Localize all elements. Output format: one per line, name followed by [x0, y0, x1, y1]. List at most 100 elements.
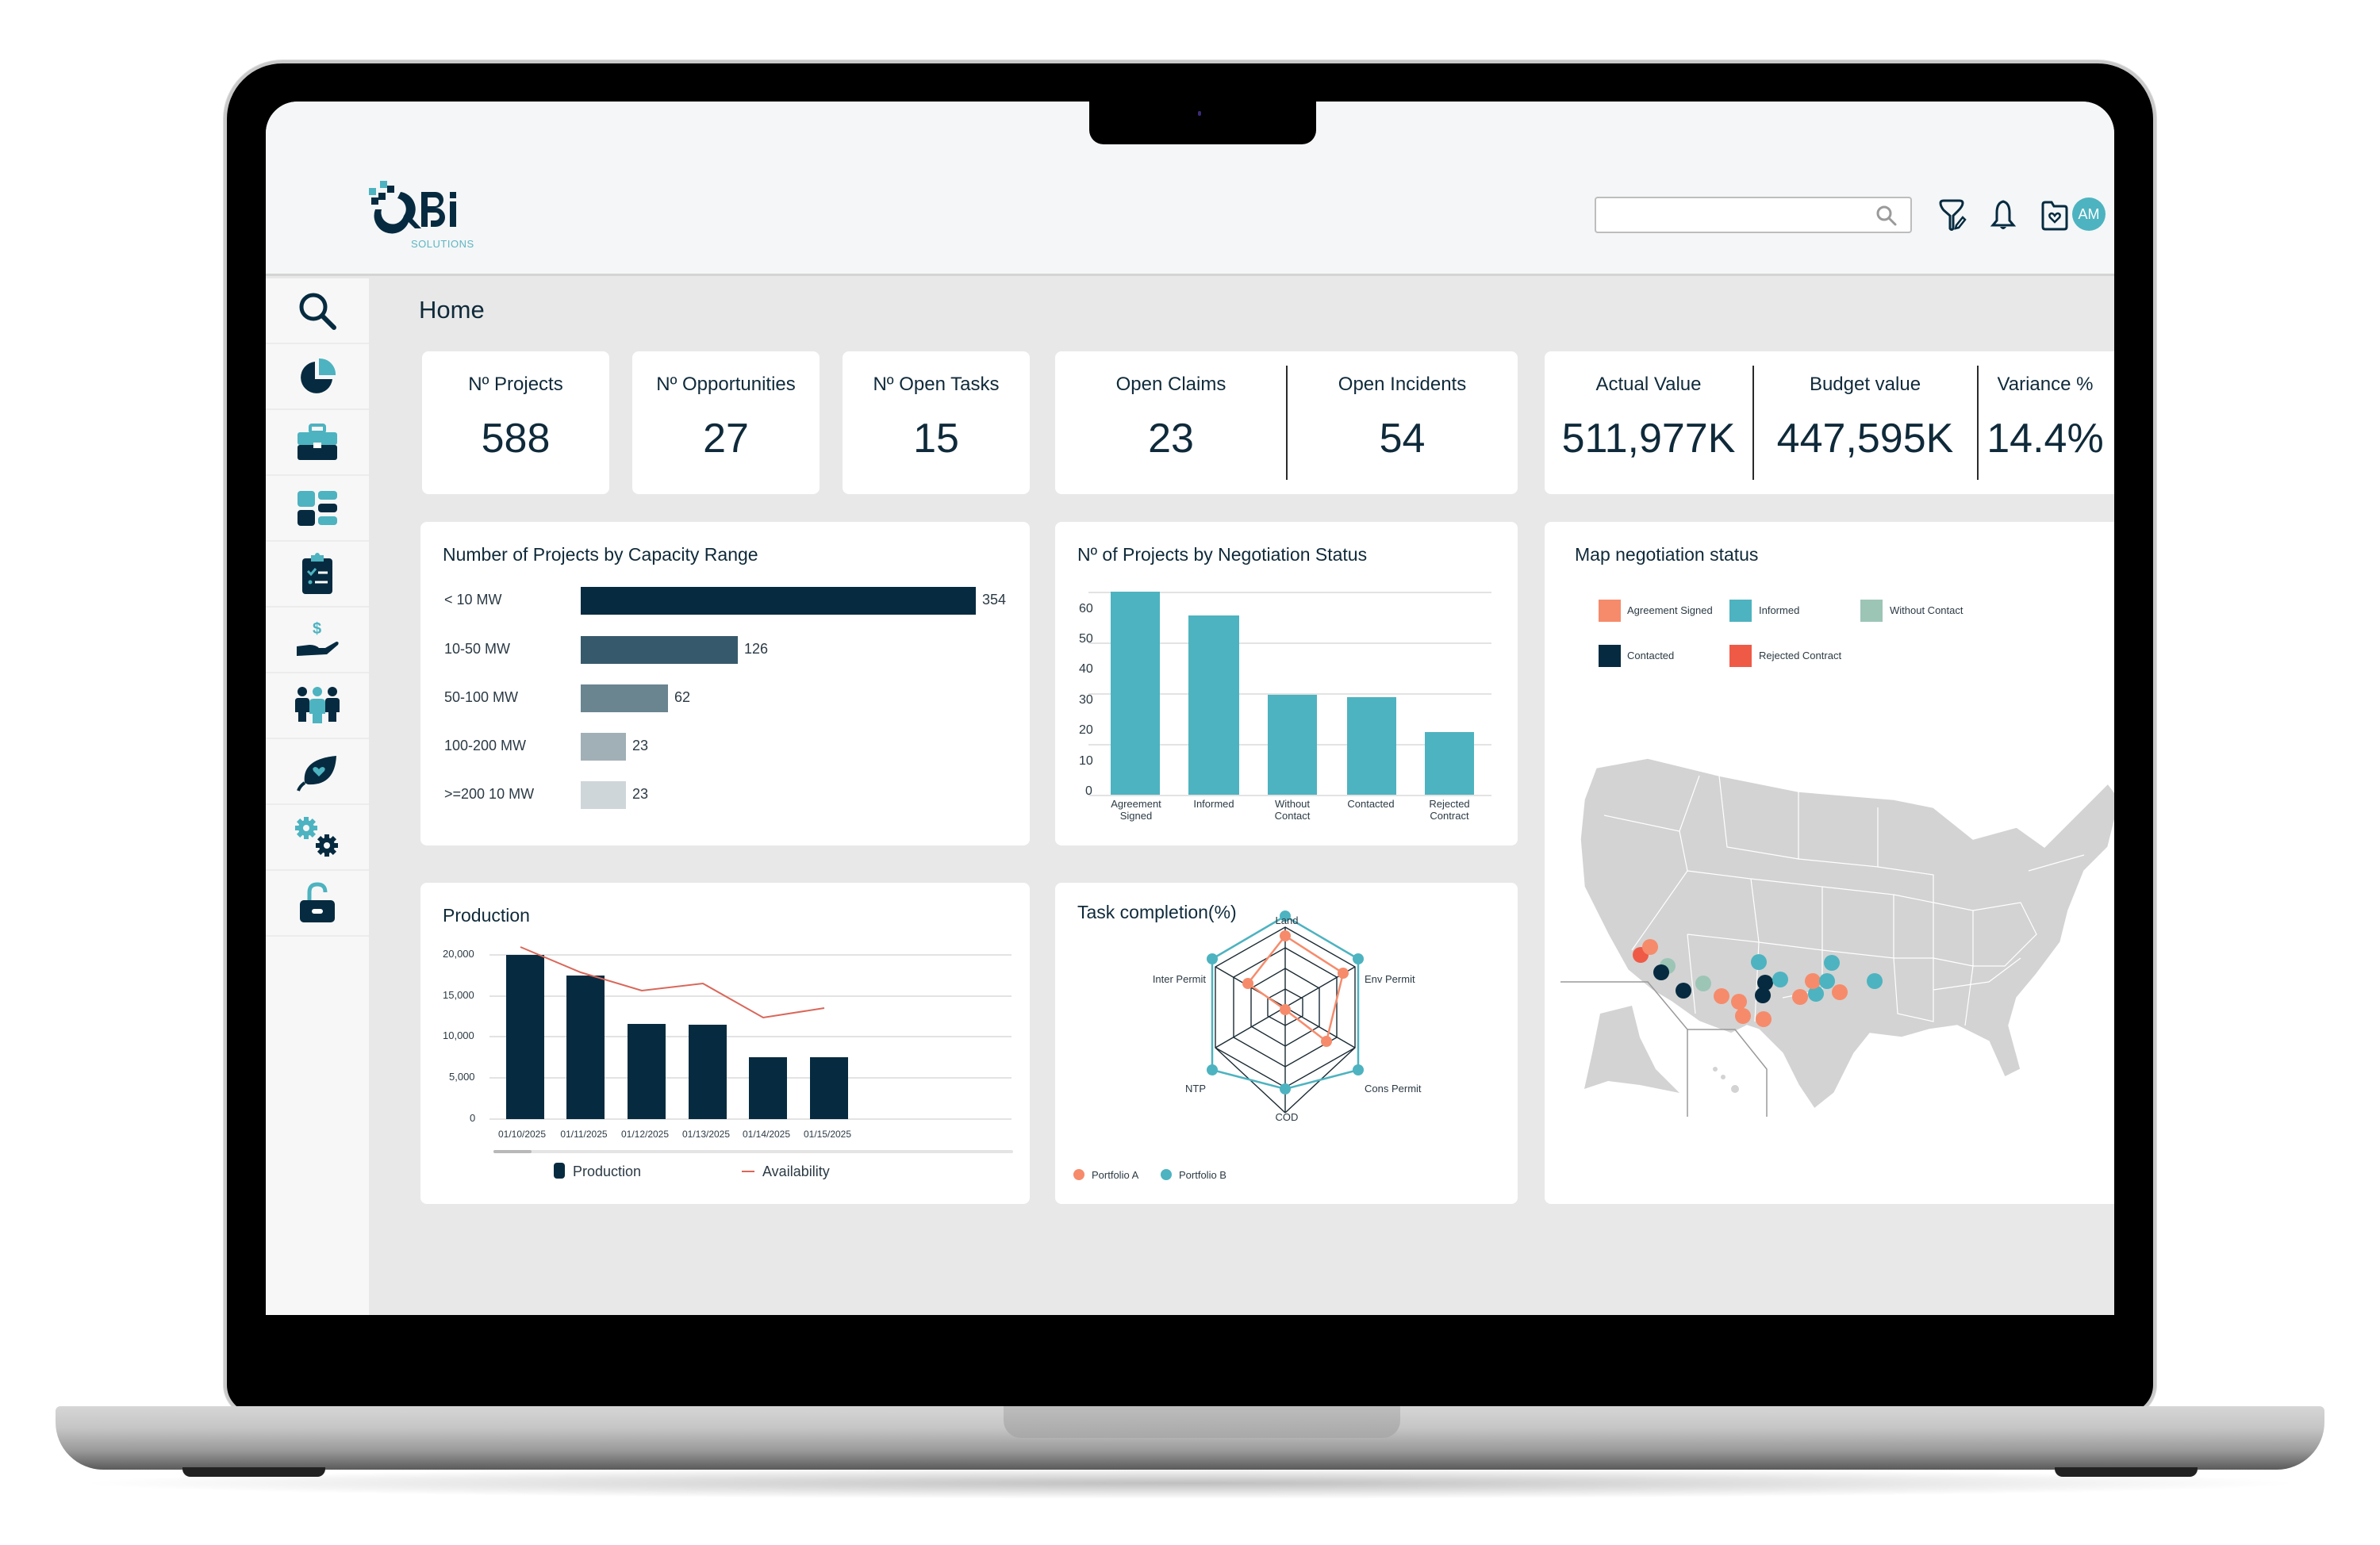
kpi-budget-value[interactable]: Budget value 447,595K — [1753, 351, 1977, 494]
bar[interactable] — [506, 955, 544, 1119]
kpi-open-incidents[interactable]: Open Incidents 54 — [1287, 351, 1518, 494]
x-label: Without Contact — [1274, 798, 1311, 822]
bar[interactable] — [1188, 615, 1239, 795]
legend-swatch — [1860, 600, 1883, 622]
y-tick: 15,000 — [443, 989, 474, 1001]
radar-axis-label: Land — [1275, 914, 1299, 926]
legend-label: Availability — [762, 1164, 830, 1179]
qbi-logo-mark — [369, 181, 456, 234]
bar[interactable] — [1347, 697, 1396, 795]
briefcase-icon — [298, 423, 337, 460]
x-label: Rejected Contract — [1429, 798, 1470, 822]
kpi-value: 54 — [1379, 416, 1426, 462]
hand-dollar-icon: $ — [297, 620, 339, 656]
x-label: 01/14/2025 — [742, 1129, 791, 1140]
bar[interactable] — [1268, 695, 1317, 795]
map-markers[interactable] — [1633, 939, 1883, 1027]
x-label: 01/12/2025 — [620, 1129, 670, 1140]
radar-chart[interactable] — [1055, 883, 1518, 1204]
capacity-chart-card: Number of Projects by Capacity Range < 1… — [420, 522, 1030, 845]
sidebar-item-search[interactable] — [266, 278, 369, 344]
sidebar-item-tasks[interactable] — [266, 542, 369, 608]
sidebar-item-dashboard[interactable] — [266, 476, 369, 542]
kpi-label: Open Claims — [1115, 374, 1226, 395]
bar[interactable] — [581, 587, 976, 615]
legend-label: Portfolio B — [1179, 1169, 1226, 1181]
team-icon — [295, 686, 340, 723]
bar[interactable] — [1111, 592, 1160, 795]
search-input[interactable] — [1604, 198, 1866, 230]
kpi-value: 23 — [1148, 416, 1194, 462]
bar[interactable] — [566, 976, 605, 1119]
kpi-label: Nº Projects — [468, 374, 563, 395]
legend-swatch — [742, 1171, 754, 1172]
chart-title: Number of Projects by Capacity Range — [443, 544, 758, 565]
bar[interactable] — [1425, 732, 1474, 795]
kpi-card-projects[interactable]: Nº Projects 588 — [422, 351, 609, 494]
scrollbar-thumb[interactable] — [493, 1150, 532, 1153]
bar[interactable] — [581, 733, 626, 761]
bell-icon[interactable] — [1987, 198, 2019, 233]
kpi-card-financials: Actual Value 511,977K Budget value 447,5… — [1545, 351, 2114, 494]
sidebar-item-finance[interactable]: $ — [266, 608, 369, 673]
kpi-value: 588 — [481, 416, 551, 462]
y-tick: 40 — [1079, 662, 1093, 676]
bar[interactable] — [581, 636, 738, 664]
bar[interactable] — [810, 1057, 848, 1119]
kpi-variance[interactable]: Variance % 14.4% — [1978, 351, 2113, 494]
sidebar-item-projects[interactable] — [266, 410, 369, 476]
legend-label: Informed — [1759, 604, 1800, 616]
y-tick: 20,000 — [443, 948, 474, 960]
y-tick: 5,000 — [449, 1071, 475, 1083]
kpi-value: 14.4% — [1987, 416, 2104, 462]
legend-label: Production — [573, 1164, 642, 1179]
horizontal-scrollbar[interactable] — [493, 1150, 1013, 1153]
bar-value: 354 — [982, 592, 1007, 608]
settings-gears-icon — [295, 816, 338, 857]
chart-title: Nº of Projects by Negotiation Status — [1077, 544, 1368, 565]
bar[interactable] — [581, 781, 626, 809]
sidebar-item-settings[interactable] — [266, 805, 369, 871]
bar[interactable] — [581, 684, 668, 712]
availability-line[interactable] — [420, 883, 1030, 1204]
kpi-card-opportunities[interactable]: Nº Opportunities 27 — [632, 351, 820, 494]
y-tick: 10,000 — [443, 1029, 474, 1041]
laptop-foot — [2055, 1467, 2198, 1477]
search-icon[interactable] — [1875, 205, 1898, 227]
y-tick: 50 — [1079, 632, 1093, 646]
page-title: Home — [419, 296, 485, 324]
us-map[interactable] — [1560, 752, 2114, 1125]
dashboard-grid-icon — [298, 490, 337, 526]
category-label: 100-200 MW — [444, 738, 527, 753]
sidebar-item-sustainability[interactable] — [266, 739, 369, 805]
y-tick: 30 — [1079, 693, 1093, 707]
legend-label: Portfolio A — [1092, 1169, 1139, 1181]
sidebar-item-team[interactable] — [266, 673, 369, 739]
divider — [1752, 366, 1754, 480]
filter-edit-icon[interactable] — [1936, 198, 1967, 233]
sidebar-item-security[interactable] — [266, 871, 369, 937]
radar-axis-label: NTP — [1185, 1083, 1206, 1095]
bar[interactable] — [628, 1024, 666, 1119]
search-box[interactable] — [1595, 197, 1912, 233]
radar-axis-label: Env Permit — [1365, 973, 1415, 985]
kpi-actual-value[interactable]: Actual Value 511,977K — [1545, 351, 1752, 494]
qbi-logo[interactable]: SOLUTIONS — [367, 181, 478, 252]
task-completion-card: Task completion(%) — [1055, 883, 1518, 1204]
kpi-open-claims[interactable]: Open Claims 23 — [1055, 351, 1287, 494]
favorites-folder-icon[interactable] — [2039, 198, 2071, 233]
user-avatar[interactable]: AM — [2072, 197, 2106, 231]
bar-value: 126 — [744, 641, 769, 657]
bar-value: 23 — [632, 786, 649, 802]
bar[interactable] — [689, 1025, 727, 1119]
kpi-label: Budget value — [1809, 374, 1921, 395]
kpi-card-open-tasks[interactable]: Nº Open Tasks 15 — [843, 351, 1030, 494]
kpi-value: 447,595K — [1776, 416, 1954, 462]
x-label: 01/13/2025 — [681, 1129, 731, 1140]
legend-swatch — [554, 1163, 565, 1179]
divider — [1286, 366, 1288, 480]
bar[interactable] — [749, 1057, 787, 1119]
kpi-value: 27 — [703, 416, 749, 462]
bar-value: 23 — [632, 738, 649, 753]
sidebar-item-analytics[interactable] — [266, 344, 369, 410]
